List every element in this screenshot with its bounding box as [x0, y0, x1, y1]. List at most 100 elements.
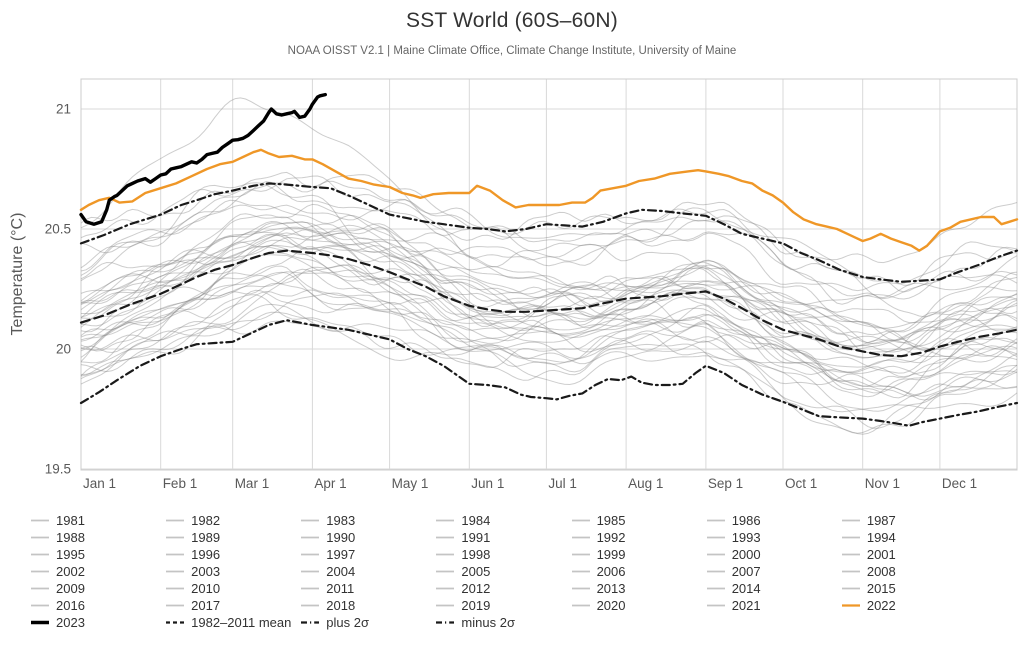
series-1997-line[interactable]: [80, 244, 1018, 332]
series-2002-line[interactable]: [80, 223, 1018, 351]
legend-item-1993[interactable]: 1993: [706, 530, 841, 545]
series-plus2sigma-line[interactable]: [79, 182, 1019, 283]
series-1982-line[interactable]: [80, 292, 1018, 412]
series-2009-line[interactable]: [81, 231, 1018, 353]
series-2001-line[interactable]: [80, 234, 1018, 358]
legend-item-2013[interactable]: 2013: [571, 581, 706, 596]
legend-label: 1986: [731, 512, 761, 528]
legend-item-1982–2011-mean[interactable]: 1982–2011 mean: [165, 614, 300, 630]
legend-item-2011[interactable]: 2011: [300, 581, 435, 596]
series-1986-line[interactable]: [80, 303, 1018, 413]
legend-swatch-line-icon: [841, 536, 860, 538]
legend-item-2010[interactable]: 2010: [165, 581, 300, 596]
legend-item-2008[interactable]: 2008: [841, 564, 976, 579]
legend-item-2018[interactable]: 2018: [300, 597, 435, 613]
series-2018-line[interactable]: [80, 199, 1018, 318]
legend-item-2020[interactable]: 2020: [571, 597, 706, 613]
legend-item-1994[interactable]: 1994: [841, 530, 976, 545]
legend-item-minus-2σ[interactable]: minus 2σ: [435, 615, 570, 630]
legend-item-2001[interactable]: 2001: [841, 547, 976, 562]
series-2010-line[interactable]: [80, 232, 1018, 333]
legend-item-2021[interactable]: 2021: [706, 598, 841, 613]
series-1988-line[interactable]: [80, 271, 1018, 397]
legend-item-2023[interactable]: 2023: [30, 615, 165, 630]
legend-swatch-line-icon: [301, 553, 320, 555]
legend-swatch-line-icon: [166, 536, 185, 538]
series-2008-line[interactable]: [80, 254, 1018, 368]
legend-swatch-line-icon: [571, 536, 590, 538]
series-1989-line[interactable]: [80, 294, 1018, 429]
legend-item-1987[interactable]: 1987: [841, 513, 976, 528]
legend-item-1983[interactable]: 1983: [300, 513, 435, 528]
legend-item-2007[interactable]: 2007: [706, 564, 841, 579]
legend-item-1995[interactable]: 1995: [30, 547, 165, 562]
legend-item-1984[interactable]: 1984: [435, 513, 570, 528]
legend-item-2000[interactable]: 2000: [706, 547, 841, 562]
legend-item-2005[interactable]: 2005: [435, 564, 570, 579]
series-2005-line[interactable]: [80, 220, 1018, 349]
series-1995-line[interactable]: [80, 239, 1018, 363]
legend-item-1997[interactable]: 1997: [300, 547, 435, 562]
legend-label: 1990: [326, 529, 356, 545]
legend-item-1985[interactable]: 1985: [571, 513, 706, 528]
legend-item-1992[interactable]: 1992: [571, 530, 706, 545]
legend-item-1986[interactable]: 1986: [706, 512, 841, 528]
legend-item-1982[interactable]: 1982: [165, 513, 300, 528]
series-2012-line[interactable]: [80, 224, 1018, 350]
legend-item-1988[interactable]: 1988: [30, 530, 165, 545]
legend-label: 1982–2011 mean: [191, 614, 292, 630]
series-1987-line[interactable]: [80, 265, 1018, 359]
series-minus2sigma-line[interactable]: [79, 319, 1019, 427]
series-2015-line[interactable]: [80, 202, 1018, 272]
series-mean-line[interactable]: [79, 249, 1019, 358]
legend-item-1999[interactable]: 1999: [571, 547, 706, 562]
series-1996-line[interactable]: [80, 268, 1018, 399]
legend-swatch-line-icon: [571, 519, 590, 521]
legend-item-2016[interactable]: 2016: [30, 598, 165, 613]
legend-swatch-line-icon: [571, 570, 590, 572]
series-2000-line[interactable]: [80, 246, 1018, 378]
series-2013-line[interactable]: [80, 213, 1018, 341]
series-1981-line[interactable]: [80, 289, 1018, 401]
series-2011-line[interactable]: [80, 234, 1018, 359]
series-1992-line[interactable]: [80, 289, 1018, 397]
legend-label: 2018: [326, 597, 356, 613]
series-2003-line[interactable]: [81, 223, 1018, 345]
legend-item-1989[interactable]: 1989: [165, 530, 300, 545]
legend-item-1981[interactable]: 1981: [30, 513, 165, 528]
legend-item-2003[interactable]: 2003: [165, 564, 300, 579]
chart-canvas[interactable]: Temperature (°C) Jan 1 Feb 1 Mar 1 Apr 1 May…: [0, 0, 1024, 505]
legend-item-2022[interactable]: 2022: [841, 598, 976, 613]
series-2021-line[interactable]: [80, 174, 1018, 292]
series-2016-line[interactable]: [80, 97, 1018, 299]
legend-item-2004[interactable]: 2004: [300, 564, 435, 579]
series-1985-line[interactable]: [80, 320, 1018, 434]
series-2023-line[interactable]: [79, 92, 327, 226]
series-1983-line[interactable]: [80, 246, 1018, 377]
legend-item-1996[interactable]: 1996: [165, 547, 300, 562]
series-2006-line[interactable]: [80, 221, 1018, 332]
legend-item-1998[interactable]: 1998: [435, 547, 570, 562]
legend-item-2019[interactable]: 2019: [435, 598, 570, 613]
legend-label: 2012: [461, 580, 491, 596]
series-1993-line[interactable]: [80, 264, 1018, 373]
series-1998-line[interactable]: [80, 182, 1018, 350]
legend-label: 2020: [596, 597, 626, 613]
series-1994-line[interactable]: [80, 271, 1018, 394]
legend-item-1991[interactable]: 1991: [435, 530, 570, 545]
series-1990-line[interactable]: [80, 274, 1018, 398]
legend-item-1990[interactable]: 1990: [300, 529, 435, 545]
series-1984-line[interactable]: [80, 311, 1018, 435]
series-2022-line[interactable]: [79, 148, 1019, 252]
legend-item-plus-2σ[interactable]: plus 2σ: [300, 615, 435, 630]
legend-label: 2006: [596, 563, 626, 579]
legend-item-2014[interactable]: 2014: [706, 581, 841, 596]
legend-item-2012[interactable]: 2012: [435, 580, 570, 596]
series-2014-line[interactable]: [80, 203, 1018, 324]
series-2019-line[interactable]: [80, 181, 1018, 305]
legend-item-2006[interactable]: 2006: [571, 563, 706, 579]
legend-item-2002[interactable]: 2002: [30, 564, 165, 579]
legend-item-2017[interactable]: 2017: [165, 598, 300, 613]
legend-item-2015[interactable]: 2015: [841, 581, 976, 596]
legend-item-2009[interactable]: 2009: [30, 581, 165, 596]
